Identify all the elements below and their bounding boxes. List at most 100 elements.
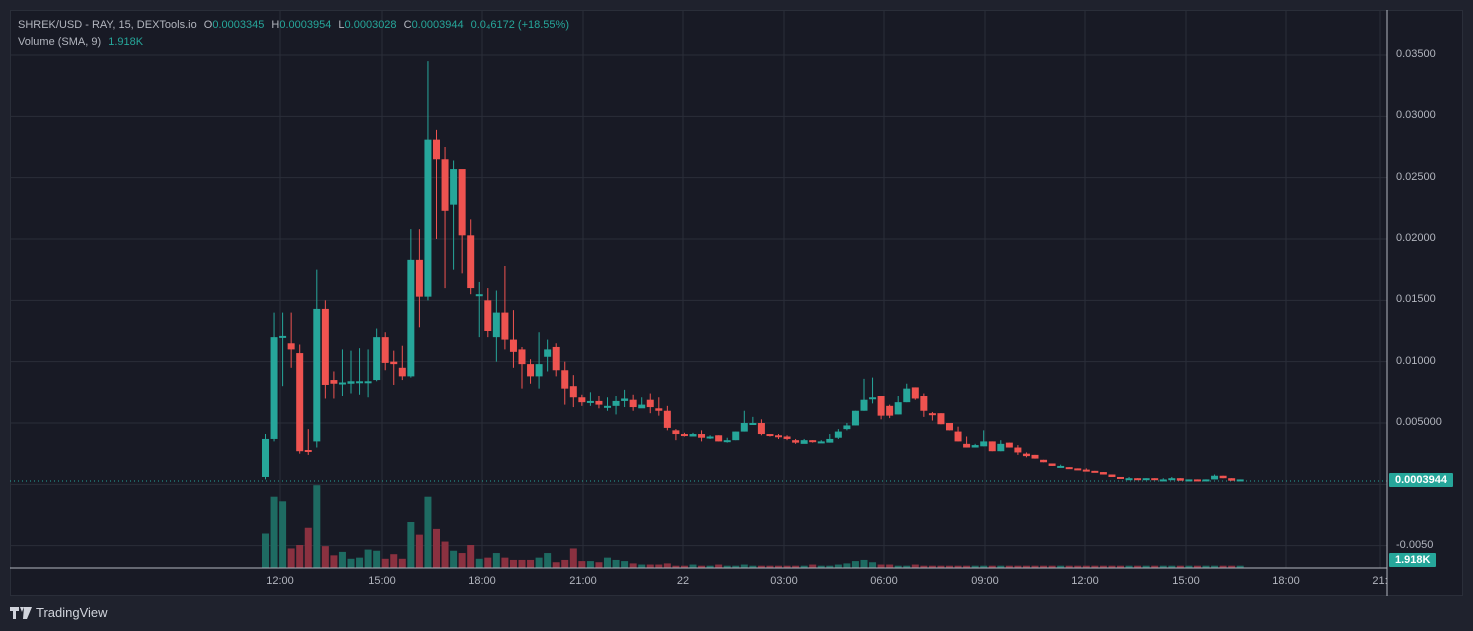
candle — [946, 423, 953, 431]
candle — [877, 396, 885, 416]
time-tick: 18:00 — [1272, 575, 1300, 587]
candle — [851, 410, 859, 426]
candlestick-chart[interactable] — [10, 10, 1463, 596]
candle — [1125, 478, 1133, 481]
volume-bar — [1185, 565, 1193, 568]
volume-bar — [792, 565, 800, 568]
volume-bar — [1091, 565, 1099, 568]
candle — [997, 443, 1005, 452]
volume-bar — [869, 562, 877, 568]
volume-bar — [740, 564, 748, 568]
time-tick: 12:00 — [266, 575, 294, 587]
volume-bar — [621, 561, 629, 568]
candle — [843, 425, 851, 430]
volume-bar — [638, 564, 646, 568]
volume-bar — [1228, 565, 1236, 568]
legend-close: C0.0003944 — [403, 19, 464, 31]
candle — [894, 402, 902, 415]
candle — [561, 370, 569, 389]
candle — [356, 381, 364, 384]
volume-bar — [527, 559, 535, 568]
volume-bar — [578, 561, 586, 568]
volume-bar — [338, 551, 346, 568]
volume-bar — [903, 565, 911, 568]
volume-bar — [646, 564, 654, 568]
volume-bar — [356, 557, 364, 568]
candle — [484, 300, 492, 331]
candle — [817, 441, 825, 444]
candle — [415, 259, 423, 297]
candle — [364, 381, 372, 384]
candle — [1091, 470, 1099, 473]
candle — [373, 337, 381, 381]
candle — [398, 367, 406, 377]
time-tick: 22 — [676, 575, 690, 587]
volume-bar — [1193, 565, 1201, 568]
volume-bar — [484, 557, 492, 568]
volume-bar — [834, 564, 842, 568]
candle — [1082, 469, 1090, 472]
volume-bar — [954, 565, 962, 568]
volume-bar — [450, 550, 458, 568]
volume-bar — [1159, 565, 1167, 568]
volume-bar — [1074, 565, 1082, 568]
volume-bar — [680, 565, 688, 568]
volume-bar — [467, 545, 475, 568]
candle — [424, 139, 432, 297]
volume-bar — [997, 565, 1005, 568]
tradingview-logo[interactable]: TradingView — [10, 605, 108, 620]
volume-bar — [860, 559, 868, 568]
candle — [509, 339, 517, 352]
volume-bar — [552, 562, 560, 568]
candle — [792, 440, 800, 443]
legend-low: L0.0003028 — [338, 19, 397, 31]
candle — [304, 449, 312, 452]
legend-symbol: SHREK/USD - RAY, 15, DEXTools.io — [18, 19, 197, 31]
candle — [954, 431, 962, 442]
candle — [715, 435, 723, 442]
volume-bar — [723, 565, 731, 568]
candle — [723, 440, 731, 443]
volume-bar — [715, 564, 723, 568]
volume-bar — [1057, 565, 1065, 568]
volume-bar — [279, 501, 287, 568]
candle — [1117, 476, 1124, 479]
price-tick: 0.02500 — [1396, 170, 1436, 183]
candle — [809, 440, 817, 443]
volume-bar — [928, 565, 936, 568]
volume-bar — [535, 557, 543, 568]
candle — [544, 349, 552, 357]
candle — [706, 436, 714, 439]
candle — [834, 431, 842, 438]
time-tick: 21:00 — [569, 575, 597, 587]
volume-bar — [262, 533, 269, 568]
volume-bar — [988, 565, 996, 568]
volume-bar — [544, 553, 552, 568]
volume-bar — [877, 564, 885, 568]
candle — [1151, 478, 1159, 481]
volume-bar — [843, 563, 851, 568]
candle — [1048, 463, 1056, 466]
price-tick: -0.0050 — [1396, 538, 1434, 551]
candle — [740, 423, 748, 432]
volume-bar — [1142, 565, 1150, 568]
volume-bar — [304, 527, 312, 568]
candle — [1014, 447, 1022, 453]
volume-badge: 1.918K — [1389, 553, 1437, 567]
candle — [621, 398, 629, 401]
candle — [1108, 474, 1116, 477]
candle — [980, 441, 988, 447]
price-tick: 0.02000 — [1396, 232, 1436, 244]
volume-bar — [501, 557, 509, 568]
candle — [612, 400, 620, 406]
volume-bar — [1134, 565, 1142, 568]
time-tick: 06:00 — [870, 575, 898, 587]
legend-volume-value: 1.918K — [108, 36, 144, 48]
candle — [903, 388, 911, 403]
volume-bar — [672, 565, 680, 568]
chart-frame — [10, 10, 1463, 596]
legend-open: O0.0003345 — [203, 19, 265, 31]
candle — [535, 364, 543, 377]
candle — [458, 169, 466, 236]
candle — [1176, 478, 1184, 481]
